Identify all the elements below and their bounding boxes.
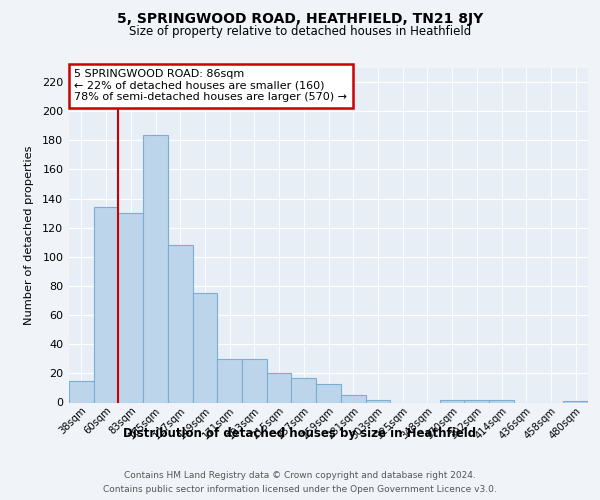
- Bar: [292, 378, 316, 402]
- Text: 5, SPRINGWOOD ROAD, HEATHFIELD, TN21 8JY: 5, SPRINGWOOD ROAD, HEATHFIELD, TN21 8JY: [117, 12, 483, 26]
- Bar: [316, 384, 341, 402]
- Bar: [365, 400, 390, 402]
- Bar: [168, 245, 193, 402]
- Bar: [440, 400, 464, 402]
- Text: Distribution of detached houses by size in Heathfield: Distribution of detached houses by size …: [124, 428, 476, 440]
- Bar: [193, 294, 217, 403]
- Bar: [217, 359, 242, 403]
- Bar: [341, 395, 365, 402]
- Bar: [118, 213, 143, 402]
- Y-axis label: Number of detached properties: Number of detached properties: [24, 145, 34, 325]
- Bar: [94, 208, 118, 402]
- Text: Contains HM Land Registry data © Crown copyright and database right 2024.: Contains HM Land Registry data © Crown c…: [124, 471, 476, 480]
- Bar: [489, 400, 514, 402]
- Bar: [242, 359, 267, 403]
- Text: Size of property relative to detached houses in Heathfield: Size of property relative to detached ho…: [129, 25, 471, 38]
- Text: Contains public sector information licensed under the Open Government Licence v3: Contains public sector information licen…: [103, 485, 497, 494]
- Bar: [563, 401, 588, 402]
- Text: 5 SPRINGWOOD ROAD: 86sqm
← 22% of detached houses are smaller (160)
78% of semi-: 5 SPRINGWOOD ROAD: 86sqm ← 22% of detach…: [74, 69, 347, 102]
- Bar: [69, 380, 94, 402]
- Bar: [464, 400, 489, 402]
- Bar: [267, 374, 292, 402]
- Bar: [143, 134, 168, 402]
